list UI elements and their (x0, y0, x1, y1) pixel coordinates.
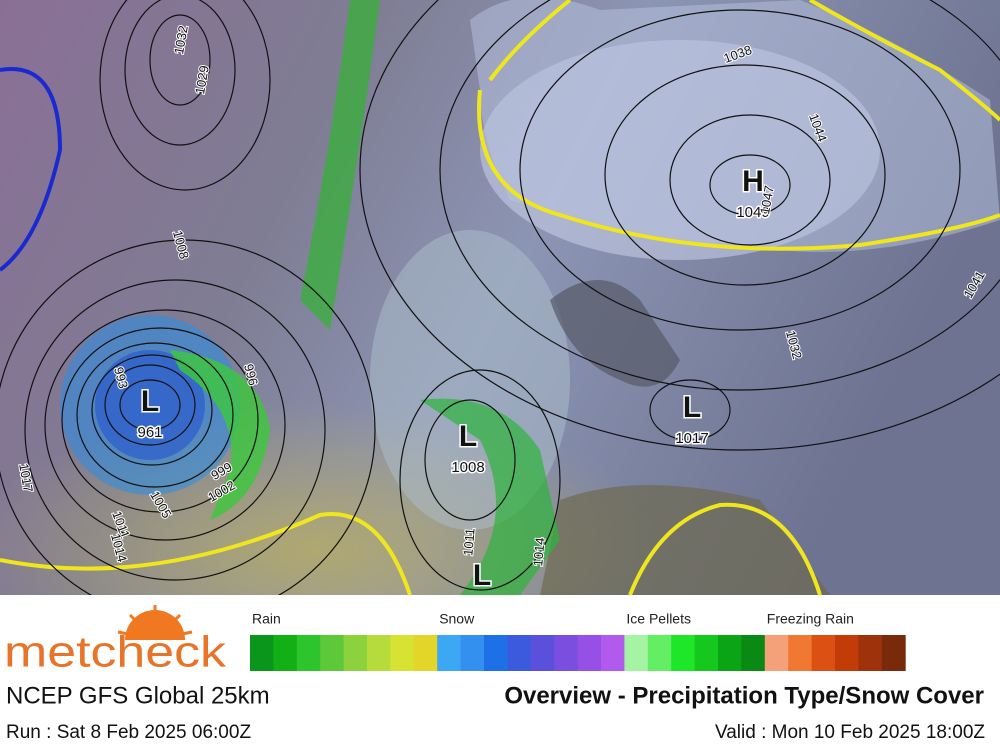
isobar-label: 1014 (530, 537, 547, 567)
legend-swatch (741, 635, 766, 671)
legend-swatch (273, 635, 298, 671)
legend-swatch (437, 635, 462, 671)
center-letter: L (473, 559, 491, 592)
map (0, 0, 1000, 621)
legend-swatch (858, 635, 883, 671)
center-letter: H (742, 165, 764, 198)
product-title: Overview - Precipitation Type/Snow Cover (504, 682, 984, 709)
legend-swatch (835, 635, 859, 671)
run-time: Run : Sat 8 Feb 2025 06:00Z (6, 722, 251, 743)
legend-swatch (530, 635, 555, 671)
legend-swatch (811, 635, 836, 671)
isobar-label: 1011 (460, 527, 477, 556)
isobar-label: 1029 (192, 64, 212, 95)
legend-swatch (624, 635, 649, 671)
legend-swatch (507, 635, 532, 671)
legend-swatch (671, 635, 696, 671)
legend-swatch (413, 635, 438, 671)
isobar-label: 1032 (171, 24, 191, 55)
legend-swatch (250, 635, 274, 671)
legend-swatch (554, 635, 579, 671)
legend-swatch (484, 635, 508, 671)
legend-swatch (647, 635, 672, 671)
legend-swatch (390, 635, 415, 671)
model: NCEP GFS Global 25km (6, 682, 270, 709)
legend-swatch (694, 635, 719, 671)
valid-time: Valid : Mon 10 Feb 2025 18:00Z (715, 722, 985, 743)
center-letter: L (683, 391, 701, 424)
center-pressure: 1017 (675, 430, 708, 447)
legend-group-name: Rain (252, 611, 281, 627)
center-pressure: 961 (137, 424, 162, 441)
logo: metcheck (4, 605, 227, 677)
legend-group-name: Ice Pellets (626, 611, 691, 627)
legend-swatch (764, 635, 789, 671)
legend: Rain Snow Ice Pellets Freezing Rain (250, 611, 906, 671)
legend-swatch (788, 635, 813, 671)
isobar-label: 1017 (16, 462, 36, 493)
legend-swatch (601, 635, 625, 671)
legend-swatch (718, 635, 742, 671)
pressure-centers: H 1049 L 961 L 1008 L 1017 L (136, 163, 771, 593)
legend-swatch (296, 635, 321, 671)
legend-swatch (460, 635, 485, 671)
isobar-label: 1047 (757, 184, 777, 215)
legend-swatch (367, 635, 391, 671)
center-pressure: 1008 (451, 459, 484, 476)
legend-group-name: Freezing Rain (767, 611, 854, 627)
legend-swatch (343, 635, 368, 671)
isobar-label: 993 (111, 365, 131, 390)
isobar-label: 996 (241, 362, 261, 387)
center-letter: L (141, 385, 159, 418)
legend-swatch (881, 635, 906, 671)
legend-group-name: Snow (439, 611, 475, 627)
isobar-label: 1011 (109, 509, 133, 540)
center-pressure: 1049 (736, 204, 769, 221)
brand: metcheck (4, 628, 227, 677)
center-letter: L (459, 420, 477, 453)
legend-swatch (577, 635, 602, 671)
legend-swatch (320, 635, 345, 671)
